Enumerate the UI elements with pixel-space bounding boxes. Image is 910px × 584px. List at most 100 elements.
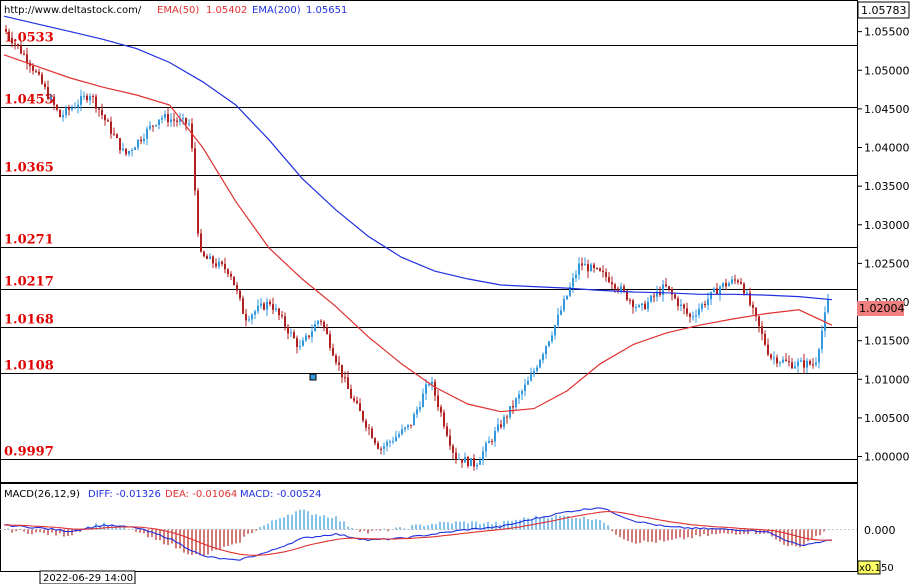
candle-body	[215, 263, 217, 267]
candle-body	[155, 124, 157, 126]
candle-body	[296, 338, 298, 348]
candle-body	[572, 278, 574, 287]
candle-body	[521, 391, 523, 395]
candle-body	[152, 125, 154, 127]
candle-body	[644, 303, 646, 310]
candle-body	[743, 283, 745, 294]
candle-body	[809, 360, 811, 365]
candle-body	[821, 330, 823, 350]
candle-body	[527, 380, 529, 385]
candle-body	[692, 316, 694, 318]
level-label: 1.0217	[4, 275, 54, 290]
candle-body	[563, 299, 565, 311]
candle-body	[755, 307, 757, 317]
candle-body	[344, 377, 346, 379]
time-axis-bar	[0, 572, 857, 584]
candle-body	[173, 119, 175, 121]
candle-body	[590, 264, 592, 272]
candle-body	[542, 354, 544, 361]
candle-body	[440, 407, 442, 413]
candle-body	[179, 119, 181, 122]
candle-body	[185, 117, 187, 124]
candle-body	[332, 347, 334, 356]
candle-body	[365, 420, 367, 428]
candle-body	[428, 384, 430, 386]
candle-body	[791, 362, 793, 369]
candle-body	[560, 310, 562, 315]
candle-body	[596, 267, 598, 269]
candle-body	[620, 286, 622, 291]
candle-body	[740, 282, 742, 284]
candle-body	[80, 96, 82, 105]
candle-body	[455, 452, 457, 460]
candle-body	[497, 424, 499, 431]
candle-body	[656, 291, 658, 297]
candle-body	[782, 359, 784, 363]
candle-body	[194, 148, 196, 191]
candle-body	[758, 316, 760, 327]
candle-body	[35, 70, 37, 72]
candle-body	[503, 416, 505, 428]
candle-body	[674, 294, 676, 299]
candle-body	[38, 71, 40, 75]
candle-body	[410, 424, 412, 426]
candle-body	[581, 263, 583, 266]
candle-body	[539, 360, 541, 368]
candle-body	[101, 109, 103, 116]
candle-body	[704, 303, 706, 306]
candle-body	[368, 427, 370, 429]
candle-body	[380, 448, 382, 450]
candle-body	[545, 346, 547, 355]
candle-body	[413, 414, 415, 426]
candle-body	[422, 393, 424, 407]
candle-body	[299, 346, 301, 348]
candle-body	[395, 436, 397, 442]
candle-body	[311, 331, 313, 337]
candle-body	[92, 96, 94, 98]
macd-scale-badge	[857, 560, 881, 575]
candle-body	[632, 300, 634, 308]
candle-body	[578, 263, 580, 275]
candle-body	[254, 311, 256, 315]
candle-body	[23, 53, 25, 55]
price-tick-label: 1.03000	[864, 219, 910, 232]
candle-body	[680, 304, 682, 306]
candle-body	[626, 290, 628, 300]
candle-body	[725, 283, 727, 287]
candle-body	[668, 286, 670, 290]
candle-body	[386, 441, 388, 447]
candle-body	[599, 268, 601, 271]
candle-body	[41, 74, 43, 84]
candle-body	[464, 456, 466, 463]
candle-body	[143, 138, 145, 142]
candle-body	[623, 286, 625, 291]
candle-body	[131, 150, 133, 152]
candle-body	[749, 292, 751, 305]
candle-body	[728, 283, 730, 287]
candle-body	[500, 424, 502, 428]
candle-body	[407, 424, 409, 428]
price-tick-label: 1.05500	[864, 26, 910, 39]
candle-body	[695, 315, 697, 317]
ema50-line	[3, 54, 833, 413]
candle-body	[479, 460, 481, 465]
candle-body	[50, 96, 52, 99]
candle-body	[470, 458, 472, 467]
candle-body	[353, 398, 355, 401]
price-tick-label: 1.04000	[864, 142, 910, 155]
candle-body	[449, 435, 451, 446]
price-tick-label: 1.01500	[864, 335, 910, 348]
candle-body	[221, 261, 223, 264]
candle-body	[404, 427, 406, 430]
candle-body	[437, 395, 439, 408]
candle-body	[326, 327, 328, 335]
candle-body	[26, 54, 28, 63]
candle-body	[593, 264, 595, 268]
cursor-time-box	[39, 570, 136, 584]
candle-body	[416, 409, 418, 415]
candle-body	[605, 272, 607, 278]
candle-body	[698, 309, 700, 316]
candle-body	[314, 324, 316, 332]
candle-body	[56, 104, 58, 110]
